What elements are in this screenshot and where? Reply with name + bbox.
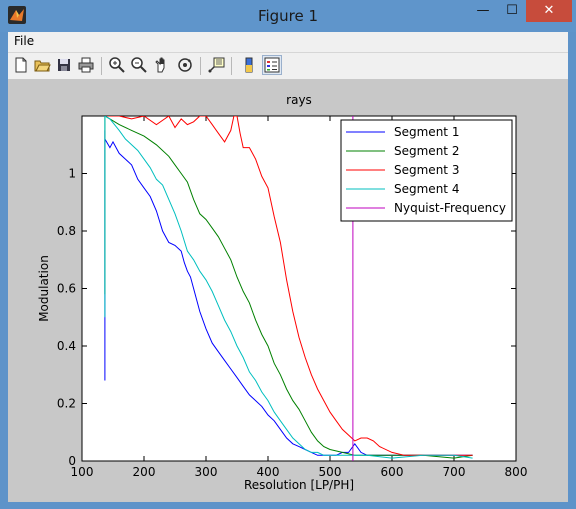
menu-bar: File [8,32,568,53]
y-tick-label: 0.8 [57,224,76,238]
y-axis-label: Modulation [37,255,51,322]
chart-title: rays [286,93,312,107]
x-tick-label: 600 [381,465,404,479]
series-line-2 [104,116,473,459]
print-icon[interactable] [77,56,95,74]
y-tick-label: 0.6 [57,282,76,296]
zoom-out-icon[interactable] [130,56,148,74]
legend-entry: Segment 4 [394,182,459,196]
x-tick-label: 200 [133,465,156,479]
toolbar-separator [101,57,102,75]
x-tick-label: 800 [505,465,528,479]
pan-hand-icon[interactable] [153,56,171,74]
y-tick-label: 1 [68,167,76,181]
legend-entry: Segment 2 [394,144,459,158]
y-tick-label: 0 [68,454,76,468]
save-icon[interactable] [55,56,73,74]
toolbar-separator [231,57,232,75]
line-chart[interactable]: rays Resolution [LP/PH] Modulation 100 20… [8,80,568,502]
figure-toolbar [8,53,568,80]
series-line-4 [104,116,473,459]
zoom-in-icon[interactable] [108,56,126,74]
data-cursor-icon[interactable] [207,56,225,74]
minimize-button[interactable]: — [476,3,490,18]
legend[interactable]: Segment 1 Segment 2 Segment 3 Segment 4 Nyqu… [340,119,513,222]
figure-canvas: rays Resolution [LP/PH] Modulation 100 20… [8,80,568,502]
x-tick-label: 500 [319,465,342,479]
legend-entry: Segment 1 [394,125,459,139]
x-tick-label: 400 [257,465,280,479]
window-title: Figure 1 [257,7,319,25]
x-tick-label: 300 [195,465,218,479]
y-tick-label: 0.2 [57,397,76,411]
matlab-logo-icon [8,6,26,24]
legend-entry: Segment 3 [394,163,459,177]
legend-icon[interactable] [262,55,282,75]
open-folder-icon[interactable] [33,56,51,74]
series-line-3 [106,116,473,456]
legend-entry: Nyquist-Frequency [394,201,506,215]
x-tick-label: 100 [71,465,94,479]
series-line-1 [104,130,473,456]
title-bar[interactable]: Figure 1 — ☐ ✕ [0,0,576,32]
colorbar-icon[interactable] [240,56,258,74]
data-series [104,116,473,461]
maximize-button[interactable]: ☐ [506,3,518,18]
y-tick-label: 0.4 [57,339,76,353]
x-tick-label: 700 [443,465,466,479]
new-file-icon[interactable] [12,56,30,74]
menu-file[interactable]: File [14,34,35,48]
x-axis-label: Resolution [LP/PH] [244,478,354,492]
rotate-3d-icon[interactable] [176,56,194,74]
axis-ticks: 100 200 300 400 500 600 700 800 0 0.2 0.4 0.6 0.8 1 [57,116,528,479]
toolbar-separator [200,57,201,75]
close-button[interactable]: ✕ [526,0,572,22]
